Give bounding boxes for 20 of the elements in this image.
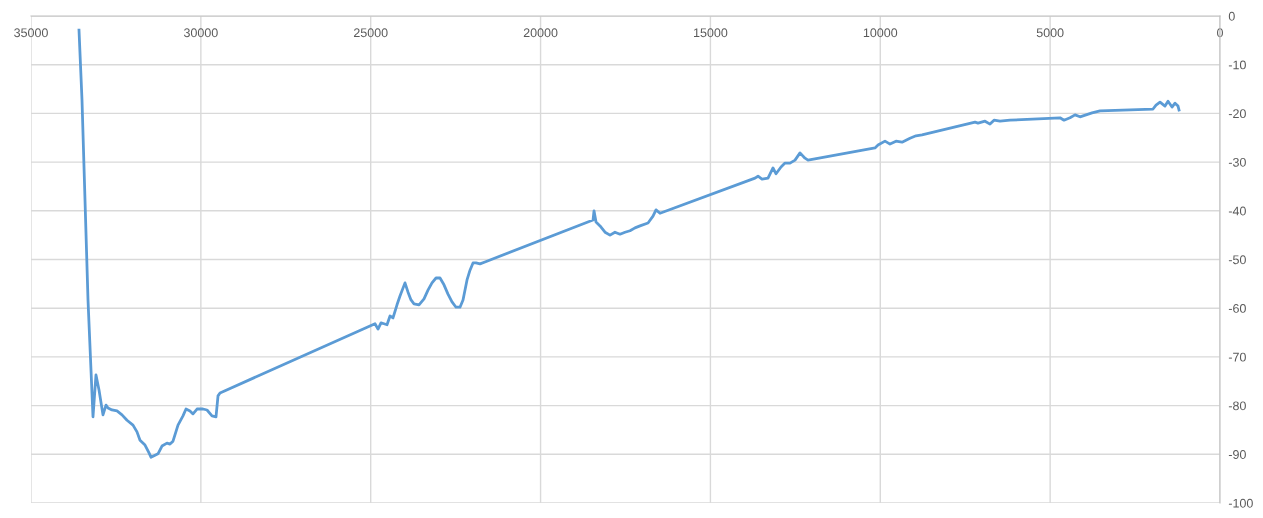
y-tick-label: -10 bbox=[1228, 60, 1246, 70]
y-tick-label: -60 bbox=[1228, 304, 1246, 313]
x-tick-label: 10000 bbox=[863, 28, 898, 38]
y-tick-label: -50 bbox=[1228, 255, 1246, 265]
x-tick-label: 20000 bbox=[523, 28, 558, 38]
y-tick-label: 0 bbox=[1228, 11, 1235, 21]
x-tick-label: 15000 bbox=[694, 28, 728, 38]
y-tick-label: -20 bbox=[1228, 109, 1246, 119]
x-tick-label: 30000 bbox=[183, 28, 218, 38]
y-tick-label: -70 bbox=[1228, 352, 1246, 362]
y-tick-label: -100 bbox=[1228, 498, 1253, 508]
x-tick-label: 0 bbox=[1217, 28, 1223, 38]
x-tick-label: 25000 bbox=[353, 28, 388, 38]
y-tick-label: -30 bbox=[1228, 157, 1246, 167]
x-tick-label: 35000 bbox=[14, 28, 48, 38]
y-tick-label: -40 bbox=[1228, 206, 1246, 216]
line-series bbox=[77, 28, 1181, 459]
y-tick-label: -80 bbox=[1228, 401, 1246, 411]
x-tick-label: 5000 bbox=[1036, 28, 1064, 38]
y-tick-label: -90 bbox=[1228, 450, 1246, 459]
